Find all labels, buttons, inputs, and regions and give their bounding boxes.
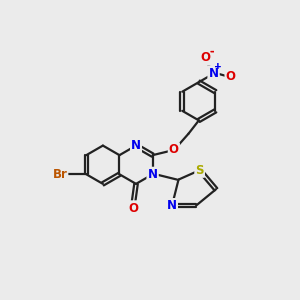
Text: O: O [200, 52, 210, 64]
Text: N: N [148, 168, 158, 181]
Text: O: O [226, 70, 236, 83]
Text: N: N [167, 199, 177, 212]
Text: N: N [208, 67, 219, 80]
Text: O: O [169, 143, 179, 156]
Text: O: O [200, 52, 210, 64]
Text: +: + [214, 62, 222, 71]
Text: -: - [209, 46, 214, 56]
Text: Br: Br [52, 168, 67, 181]
Text: N: N [148, 168, 158, 181]
Text: O: O [128, 202, 138, 214]
Text: S: S [196, 164, 204, 177]
Text: N: N [167, 199, 177, 212]
Text: Br: Br [52, 168, 67, 181]
Text: O: O [128, 202, 138, 214]
Text: -: - [209, 46, 214, 56]
Text: N: N [208, 67, 219, 80]
Text: S: S [196, 164, 204, 177]
Text: N: N [131, 139, 141, 152]
Text: +: + [214, 62, 222, 71]
Text: N: N [131, 139, 141, 152]
Text: O: O [169, 143, 179, 156]
Text: O: O [226, 70, 236, 83]
